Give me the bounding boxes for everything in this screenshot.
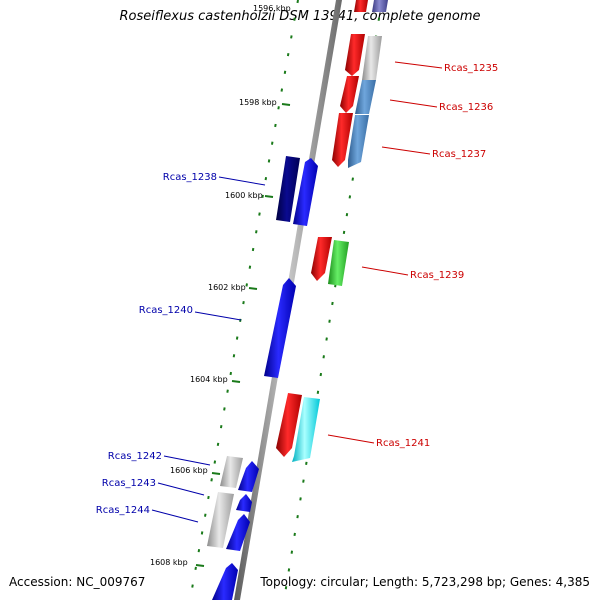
gene-arrow[interactable] — [354, 0, 368, 12]
gene-arrow-rcas-1236[interactable] — [340, 76, 359, 113]
gene-label[interactable]: Rcas_1235 — [444, 63, 498, 74]
gene-arrow-rcas-1240[interactable] — [264, 278, 296, 378]
gene-arrow-grey[interactable] — [220, 456, 243, 488]
minus-strand-genes — [207, 156, 318, 600]
gene-arrow[interactable] — [212, 563, 238, 600]
gene-label[interactable]: Rcas_1243 — [102, 478, 156, 489]
gene-label[interactable]: Rcas_1237 — [432, 149, 486, 160]
leader-lines — [151, 61, 443, 523]
gene-arrow[interactable] — [372, 0, 388, 12]
gene-label[interactable]: Rcas_1244 — [96, 505, 150, 516]
gene-arrow-rcas-1241[interactable] — [276, 393, 302, 457]
gene-label[interactable]: Rcas_1242 — [108, 451, 162, 462]
kbp-label: 1604 kbp — [190, 375, 228, 384]
plus-strand-genes — [276, 0, 388, 462]
kbp-label: 1608 kbp — [150, 558, 188, 567]
gene-label[interactable]: Rcas_1241 — [376, 438, 430, 449]
gene-arrow-grey[interactable] — [362, 36, 382, 80]
map-title: Roseiflexus castenholzii DSM 13941, comp… — [119, 9, 481, 24]
gene-arrow-steel[interactable] — [355, 80, 376, 114]
gene-arrow-rcas-1243[interactable] — [236, 494, 252, 512]
gene-arrow-green[interactable] — [328, 240, 349, 286]
gene-arrow-rcas-1242[interactable] — [238, 461, 259, 492]
kbp-label: 1600 kbp — [225, 191, 263, 200]
accession-text: Accession: NC_009767 — [9, 575, 146, 589]
gene-arrow-cyan[interactable] — [292, 397, 320, 462]
kbp-label: 1602 kbp — [208, 283, 246, 292]
kbp-ticks — [195, 103, 291, 567]
kbp-labels: 1596 kbp 1598 kbp 1600 kbp 1602 kbp 1604… — [150, 4, 291, 567]
gene-arrow-grey[interactable] — [207, 492, 234, 548]
gene-arrow-rcas-1244[interactable] — [226, 514, 250, 551]
gene-arrow-steel[interactable] — [348, 115, 369, 168]
gene-label[interactable]: Rcas_1240 — [139, 305, 193, 316]
genome-summary-text: Topology: circular; Length: 5,723,298 bp… — [260, 575, 590, 589]
gene-label[interactable]: Rcas_1236 — [439, 102, 493, 113]
gene-label[interactable]: Rcas_1238 — [163, 172, 217, 183]
gene-label[interactable]: Rcas_1239 — [410, 270, 464, 281]
kbp-label: 1606 kbp — [170, 466, 208, 475]
gene-arrow-blue[interactable] — [293, 158, 318, 226]
outer-dot-track — [283, 0, 383, 600]
kbp-label: 1596 kbp — [253, 4, 291, 13]
kbp-label: 1598 kbp — [239, 98, 277, 107]
gene-labels: Rcas_1235 Rcas_1236 Rcas_1237 Rcas_1238 … — [96, 63, 498, 516]
gene-arrow-rcas-1238[interactable] — [276, 156, 300, 222]
gene-arrow-rcas-1239[interactable] — [311, 237, 332, 281]
gene-arrow-rcas-1237[interactable] — [332, 113, 353, 167]
gene-arrow-rcas-1235[interactable] — [345, 34, 365, 76]
